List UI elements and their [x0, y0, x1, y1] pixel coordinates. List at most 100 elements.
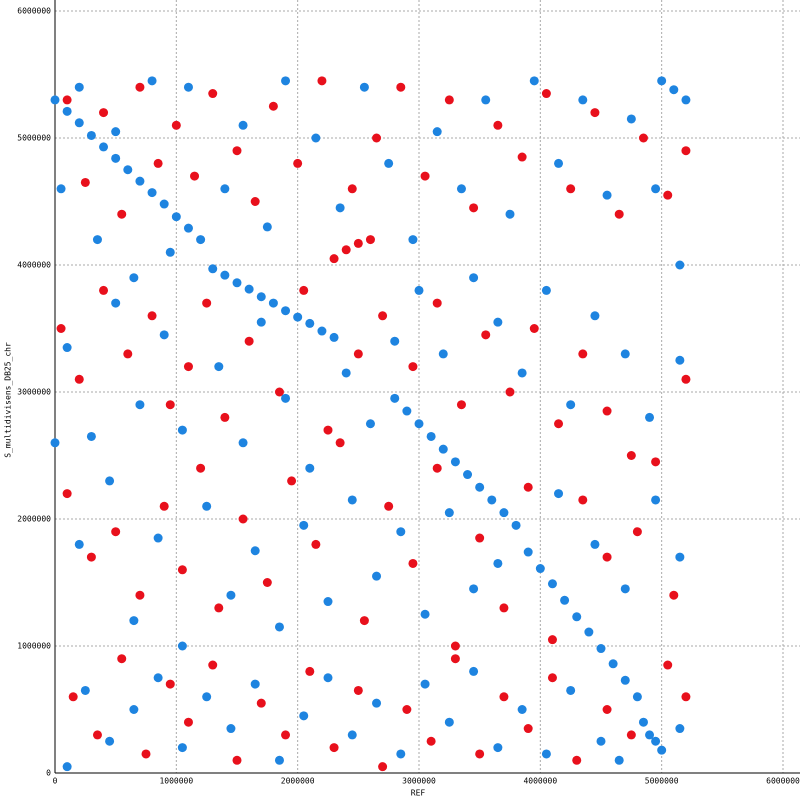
point: [481, 330, 491, 340]
point: [256, 317, 266, 327]
point: [281, 306, 291, 316]
point: [111, 298, 121, 308]
point: [554, 489, 564, 499]
point: [602, 705, 612, 714]
point: [438, 349, 448, 359]
point: [281, 76, 291, 86]
point: [323, 597, 333, 607]
point: [493, 743, 503, 753]
point: [135, 400, 145, 410]
point: [147, 311, 157, 321]
y-tick-label: 3000000: [17, 388, 51, 397]
point: [153, 673, 163, 683]
point: [384, 158, 394, 168]
point: [572, 755, 582, 765]
point: [675, 724, 685, 734]
point: [62, 343, 72, 353]
point: [450, 654, 460, 664]
point: [493, 120, 503, 130]
point: [675, 260, 685, 270]
point: [86, 552, 96, 562]
point: [317, 76, 327, 86]
point: [505, 209, 515, 219]
point: [159, 330, 169, 340]
point: [202, 298, 212, 308]
point: [62, 106, 72, 116]
point: [493, 558, 503, 568]
x-tick-label: 2000000: [281, 777, 315, 786]
point: [153, 158, 163, 168]
point: [602, 406, 612, 416]
point: [426, 431, 436, 441]
point: [117, 654, 127, 664]
point: [517, 705, 527, 714]
y-tick-label: 1000000: [17, 642, 51, 651]
point: [183, 223, 193, 233]
point: [196, 463, 206, 473]
point: [675, 552, 685, 562]
point: [365, 235, 375, 245]
point: [590, 108, 600, 118]
point: [105, 476, 115, 486]
point: [159, 199, 169, 209]
point: [566, 184, 576, 194]
y-tick-label: 2000000: [17, 515, 51, 524]
point: [111, 527, 121, 537]
point: [657, 76, 667, 86]
point: [299, 520, 309, 530]
point: [402, 705, 412, 714]
point: [220, 412, 230, 422]
point: [171, 120, 181, 130]
point: [105, 736, 115, 746]
point: [317, 326, 327, 336]
point: [620, 349, 630, 359]
point: [420, 609, 430, 619]
point: [596, 644, 606, 654]
point: [74, 118, 84, 128]
point: [177, 641, 187, 651]
point: [56, 184, 66, 194]
point: [444, 95, 454, 105]
point: [638, 133, 648, 143]
point: [50, 438, 60, 448]
point: [232, 278, 242, 288]
point: [183, 362, 193, 372]
point: [177, 565, 187, 575]
point: [305, 666, 315, 676]
point: [153, 533, 163, 543]
point: [208, 89, 218, 99]
point: [311, 133, 321, 143]
point: [50, 95, 60, 105]
point: [244, 336, 254, 346]
point: [523, 482, 533, 492]
point: [62, 95, 72, 105]
point: [475, 533, 485, 543]
point: [341, 245, 351, 255]
point: [681, 692, 691, 702]
point: [511, 520, 521, 530]
point: [578, 349, 588, 359]
point: [208, 660, 218, 670]
point: [632, 692, 642, 702]
point: [432, 298, 442, 308]
point: [305, 318, 315, 328]
point: [347, 184, 357, 194]
x-tick-label: 3000000: [402, 777, 436, 786]
point: [663, 190, 673, 200]
point: [359, 616, 369, 626]
point: [220, 270, 230, 280]
point: [171, 212, 181, 222]
point: [341, 368, 351, 378]
point: [554, 419, 564, 429]
point: [92, 730, 102, 740]
point: [293, 158, 303, 168]
point: [481, 95, 491, 105]
point: [329, 254, 339, 264]
point: [250, 546, 260, 556]
point: [590, 311, 600, 321]
point: [596, 736, 606, 746]
point: [450, 457, 460, 467]
point: [365, 419, 375, 429]
point: [529, 76, 539, 86]
point: [450, 641, 460, 651]
